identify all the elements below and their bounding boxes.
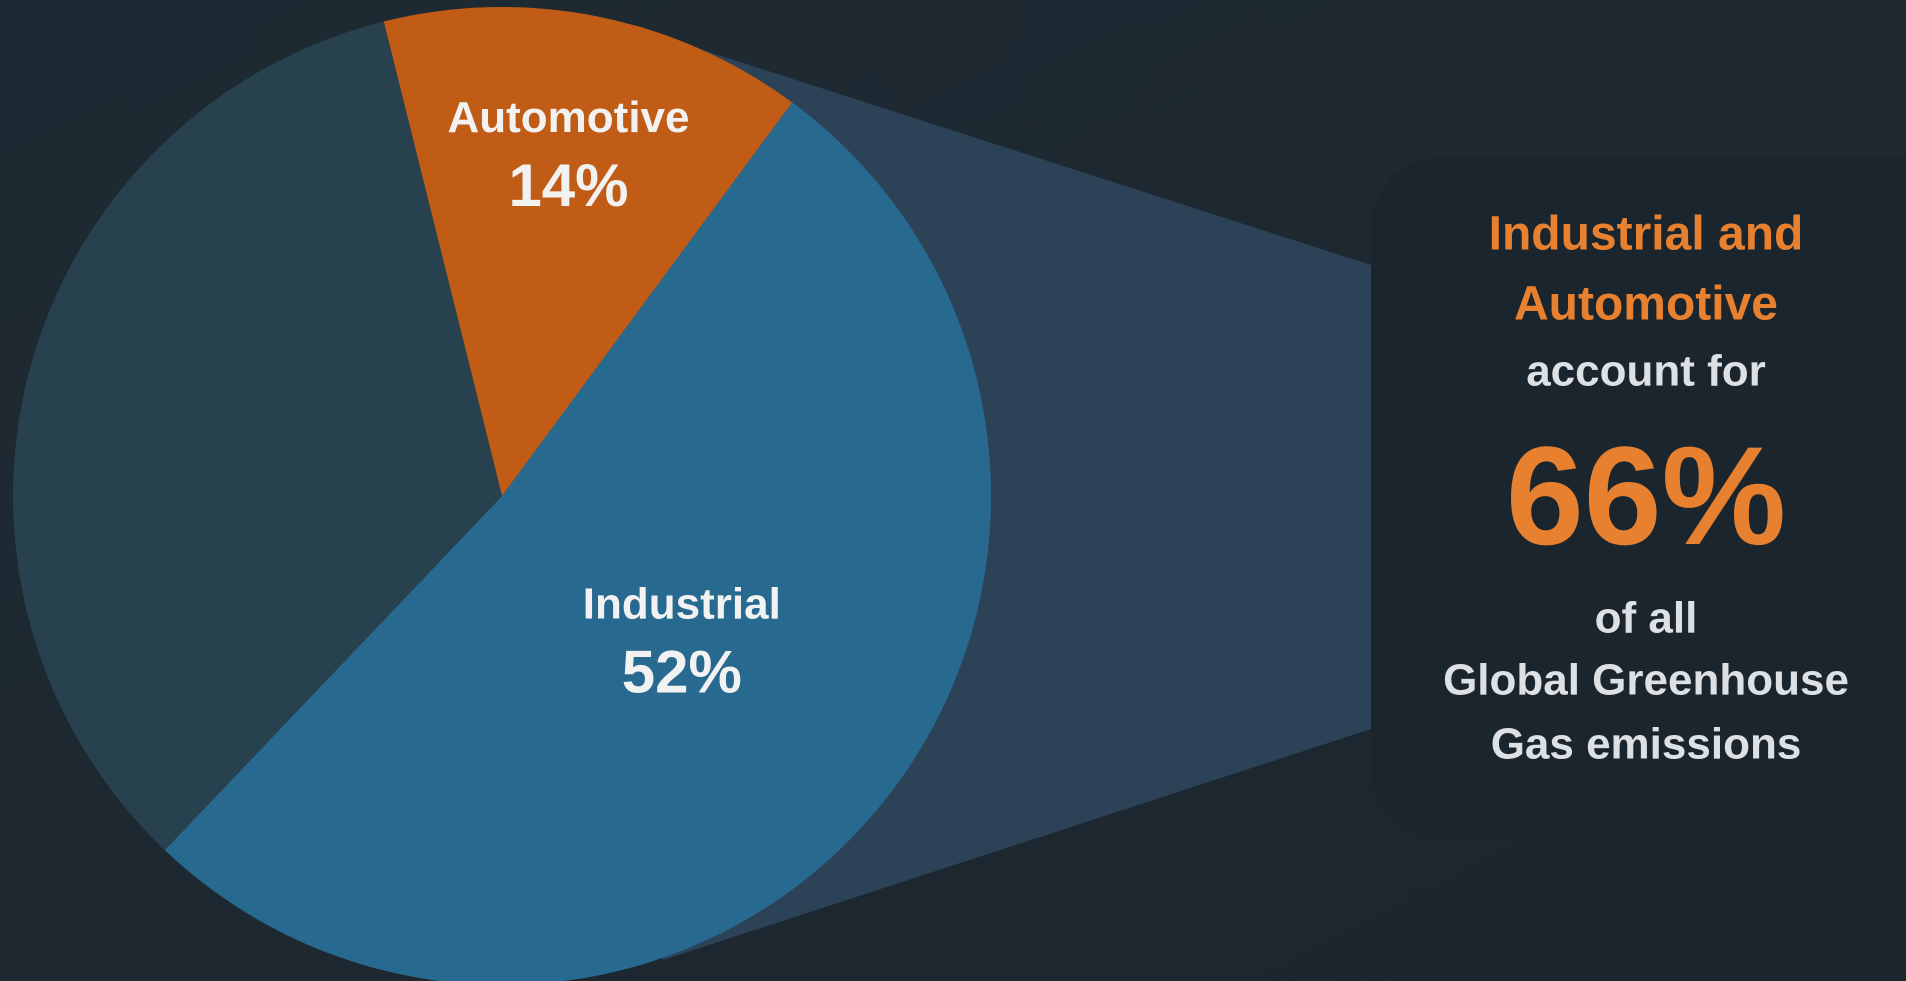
callout-tail: Global Greenhouse: [1443, 656, 1849, 705]
callout-heading: Automotive: [1514, 278, 1778, 331]
pie-slice: [383, 6, 793, 496]
callout-intro: account for: [1526, 347, 1766, 396]
pie-slice: [13, 21, 503, 851]
pie-slice: [164, 102, 991, 981]
slice-label: Automotive: [447, 93, 689, 142]
callout-tail: Gas emissions: [1491, 720, 1802, 769]
callout-tail: of all: [1595, 594, 1698, 643]
pie: Automotive 14% Industrial 52%: [13, 6, 991, 981]
callout-heading: Industrial and: [1489, 208, 1804, 261]
slice-value-label: 52%: [622, 639, 742, 706]
slice-value-label: 14%: [508, 152, 628, 219]
slice-label: Industrial: [583, 580, 781, 629]
callout-total: 66%: [1506, 417, 1786, 574]
callout-box: [1371, 157, 1906, 839]
